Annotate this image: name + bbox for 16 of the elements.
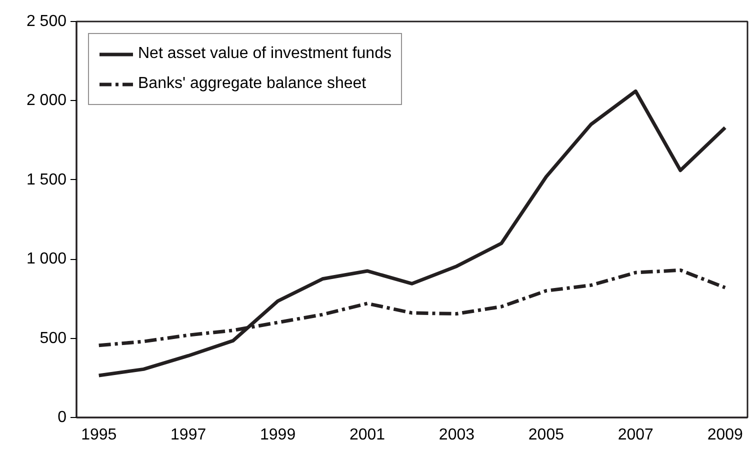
x-tick-label: 1999 (260, 426, 296, 444)
y-tick-label: 0 (58, 409, 67, 426)
y-tick-label: 1 000 (26, 250, 67, 268)
x-tick-label: 2007 (618, 426, 654, 444)
legend-label: Banks' aggregate balance sheet (138, 75, 366, 93)
x-tick-label: 2009 (707, 426, 744, 444)
x-tick-label: 2001 (349, 426, 386, 444)
legend-label: Net asset value of investment funds (138, 45, 392, 63)
x-tick-label: 2003 (438, 426, 475, 444)
x-tick-label: 2005 (528, 426, 564, 444)
y-tick-label: 500 (40, 330, 67, 347)
y-tick-label: 2 500 (26, 13, 67, 30)
x-tick-label: 1997 (170, 426, 206, 444)
y-tick-label: 2 000 (26, 92, 67, 110)
x-tick-label: 1995 (81, 426, 117, 444)
y-tick-label: 1 500 (26, 171, 67, 188)
